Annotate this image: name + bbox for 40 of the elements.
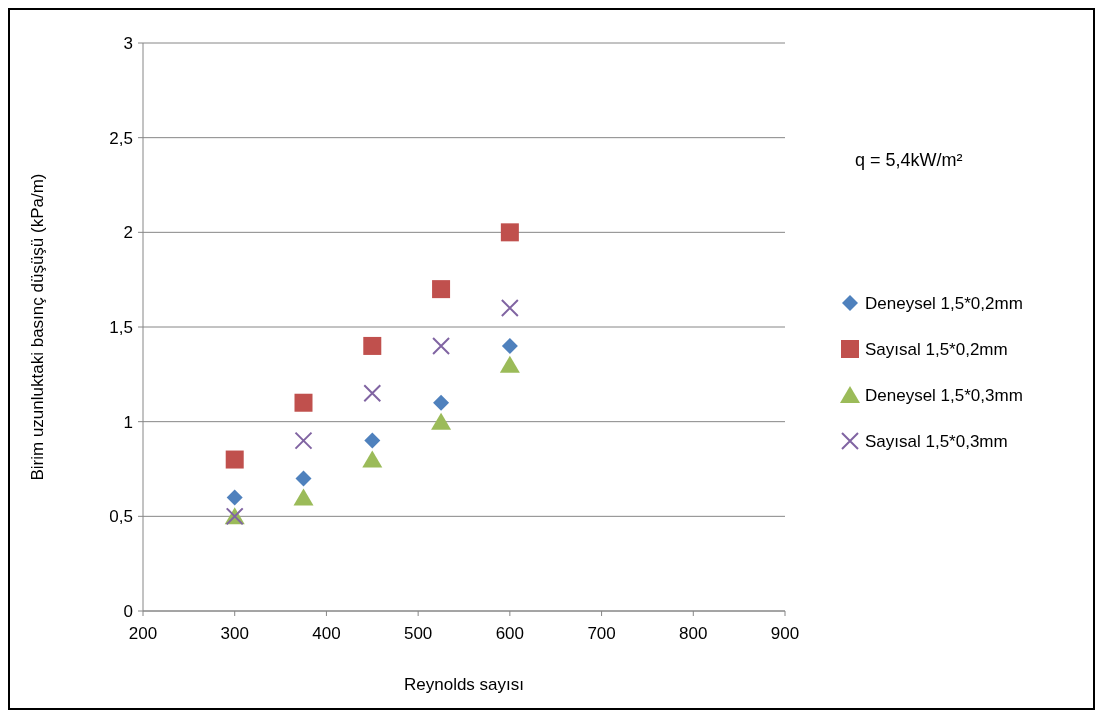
point (226, 489, 243, 506)
point (294, 393, 313, 412)
point (501, 337, 518, 354)
point (294, 431, 313, 450)
x-tick-label: 500 (403, 624, 433, 643)
x-tick-label: 300 (220, 624, 249, 643)
x-tick-label: 400 (312, 624, 341, 643)
point (433, 394, 450, 411)
point (431, 412, 452, 430)
point (432, 336, 451, 355)
y-tick-label: 3 (123, 33, 133, 53)
legend-label: Deneysel 1,5*0,3mm (865, 385, 1023, 405)
x-tick-label: 600 (495, 624, 525, 643)
legend-label: Sayısal 1,5*0,2mm (865, 339, 1008, 359)
y-tick-label: 2,5 (109, 128, 133, 148)
x-tick-label: 200 (128, 624, 158, 643)
y-tick-label: 2 (123, 223, 133, 243)
point (499, 355, 520, 373)
x-axis-title: Reynolds sayısı (404, 675, 524, 694)
y-tick-label: 0 (123, 601, 133, 621)
y-axis-title: Birim uzunluktaki basınç düşüşü (kPa/m) (28, 173, 47, 481)
y-tick-label: 1 (123, 412, 133, 432)
point (364, 432, 381, 449)
point (500, 299, 519, 318)
legend-label: Deneysel 1,5*0,2mm (865, 293, 1023, 313)
point (363, 336, 382, 355)
point (362, 450, 383, 468)
point (363, 384, 382, 403)
x-tick-label: 800 (679, 624, 708, 643)
point (432, 280, 451, 299)
point (500, 223, 519, 242)
point (225, 450, 244, 469)
x-tick-label: 700 (587, 624, 616, 643)
y-tick-label: 1,5 (109, 317, 133, 337)
text: q = 5,4kW/m² (855, 150, 963, 170)
y-tick-label: 0,5 (109, 507, 133, 527)
x-tick-label: 900 (770, 624, 800, 643)
point (295, 470, 312, 487)
point (293, 488, 314, 506)
legend-label: Sayısal 1,5*0,3mm (865, 431, 1008, 451)
